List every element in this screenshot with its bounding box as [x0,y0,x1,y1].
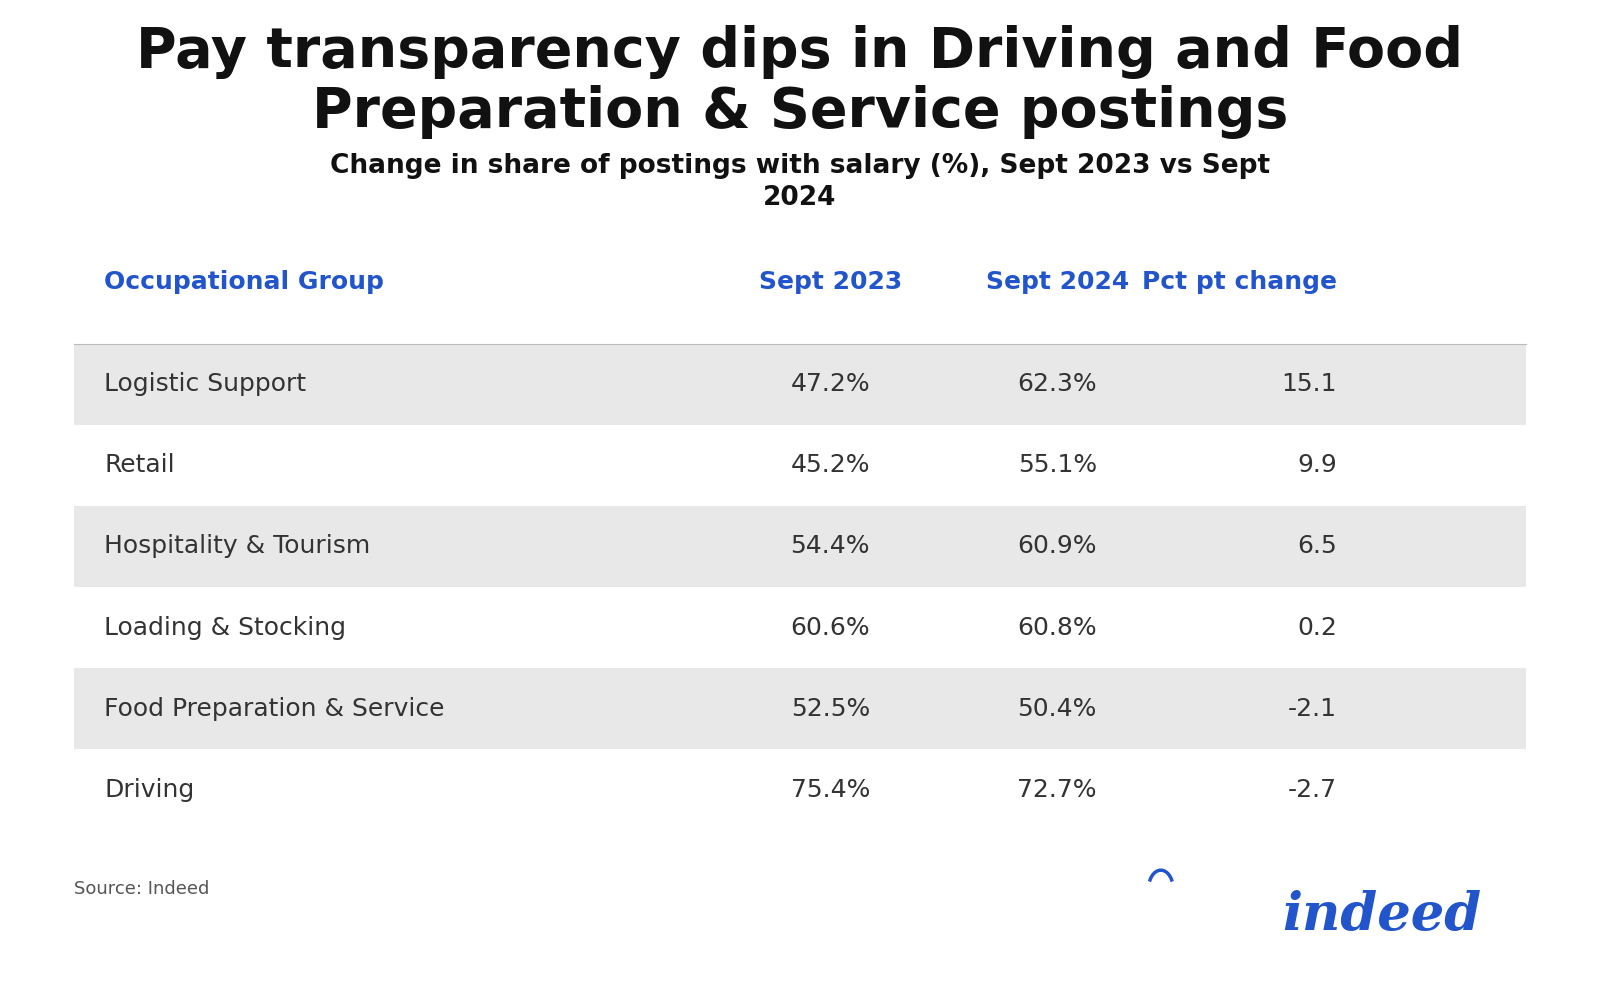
Text: Food Preparation & Service: Food Preparation & Service [104,697,445,721]
Text: Logistic Support: Logistic Support [104,372,306,396]
Text: Retail: Retail [104,453,174,477]
Text: 75.4%: 75.4% [790,778,870,802]
Text: -2.7: -2.7 [1288,778,1338,802]
Text: Pct pt change: Pct pt change [1142,270,1338,294]
FancyBboxPatch shape [74,425,1526,506]
Text: 45.2%: 45.2% [790,453,870,477]
FancyBboxPatch shape [74,668,1526,749]
Text: Hospitality & Tourism: Hospitality & Tourism [104,535,370,558]
Text: 72.7%: 72.7% [1018,778,1098,802]
Text: 0.2: 0.2 [1298,616,1338,640]
Text: indeed: indeed [1282,890,1482,941]
Text: 60.8%: 60.8% [1018,616,1098,640]
FancyBboxPatch shape [74,344,1526,425]
Text: 9.9: 9.9 [1298,453,1338,477]
Text: Sept 2023: Sept 2023 [758,270,902,294]
Text: 55.1%: 55.1% [1018,453,1096,477]
Text: 6.5: 6.5 [1298,535,1338,558]
Text: Source: Indeed: Source: Indeed [74,880,210,898]
Text: 54.4%: 54.4% [790,535,870,558]
Text: Change in share of postings with salary (%), Sept 2023 vs Sept
2024: Change in share of postings with salary … [330,153,1270,212]
Text: Pay transparency dips in Driving and Food
Preparation & Service postings: Pay transparency dips in Driving and Foo… [136,25,1464,139]
Text: 47.2%: 47.2% [790,372,870,396]
Text: 15.1: 15.1 [1282,372,1338,396]
Text: 60.9%: 60.9% [1018,535,1098,558]
Text: Sept 2024: Sept 2024 [986,270,1130,294]
Text: 50.4%: 50.4% [1018,697,1098,721]
Text: Driving: Driving [104,778,194,802]
FancyBboxPatch shape [74,587,1526,668]
Text: 52.5%: 52.5% [790,697,870,721]
FancyBboxPatch shape [74,506,1526,587]
Text: Occupational Group: Occupational Group [104,270,384,294]
FancyBboxPatch shape [74,749,1526,831]
Text: -2.1: -2.1 [1288,697,1338,721]
Text: 60.6%: 60.6% [790,616,870,640]
Text: Loading & Stocking: Loading & Stocking [104,616,346,640]
Text: 62.3%: 62.3% [1018,372,1098,396]
